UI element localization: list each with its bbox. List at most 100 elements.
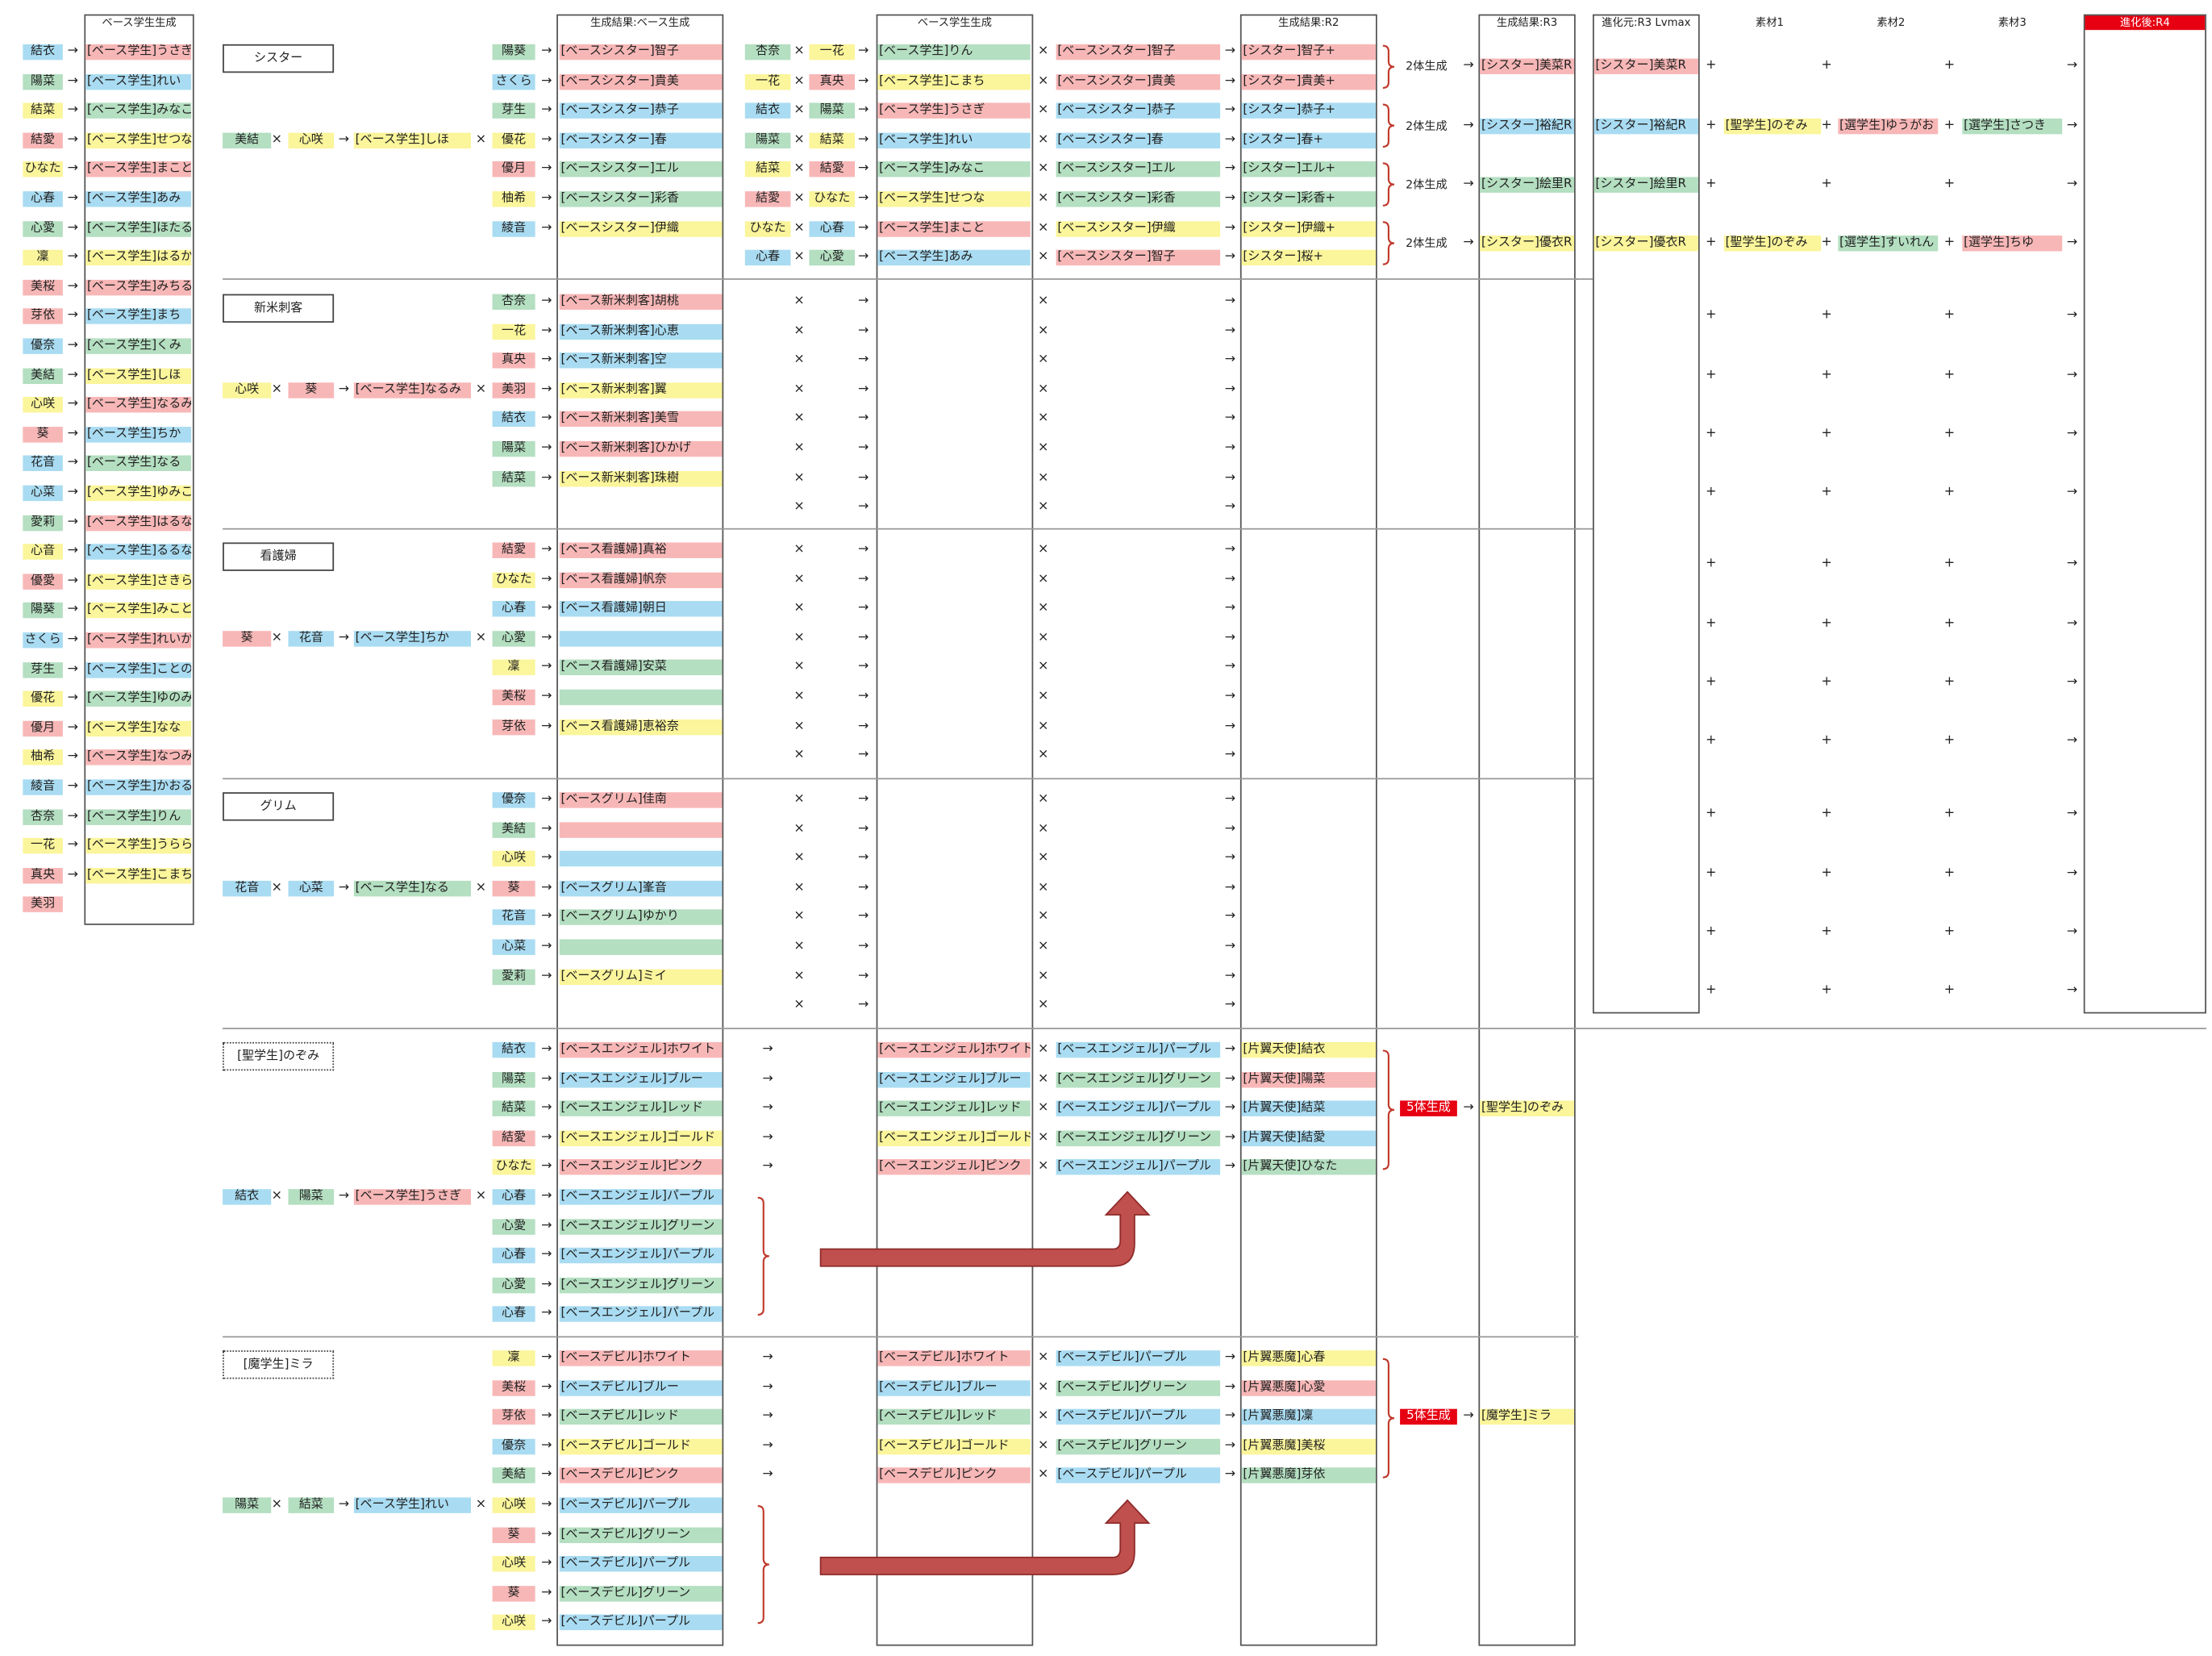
arrow-glyph: → — [541, 1277, 552, 1292]
plus-glyph: + — [1821, 118, 1832, 132]
mid-base-student: [ベース学生]みなこ — [877, 161, 1031, 178]
arrow-glyph: → — [67, 456, 78, 470]
arrow-glyph: → — [2066, 866, 2078, 881]
left-src-name: 優愛 — [23, 574, 63, 590]
partner-name: 心愛 — [492, 1218, 535, 1235]
times-glyph: × — [1037, 44, 1049, 59]
arrow-glyph: → — [541, 1585, 552, 1600]
mid-base-class: [ベースシスター]春 — [1056, 132, 1221, 148]
arrow-glyph: → — [1224, 382, 1236, 397]
r3-result: [シスター]優衣R — [1480, 235, 1574, 252]
mid-partner-class: [ベースデビル]パープル — [1056, 1467, 1221, 1484]
header-mat3: 素材3 — [1997, 15, 2027, 29]
times-glyph: × — [1037, 1409, 1049, 1424]
arrow-glyph: → — [1463, 59, 1474, 73]
left-src-name: 真央 — [23, 867, 63, 884]
arrow-glyph: → — [541, 323, 552, 338]
left-src-name: 陽菜 — [23, 73, 63, 90]
arrow-glyph: → — [1224, 132, 1236, 147]
evo-source: [シスター]美菜R — [1593, 59, 1698, 75]
arrow-glyph: → — [857, 851, 869, 866]
partner-name: 美結 — [492, 821, 535, 838]
times-glyph: × — [1037, 1467, 1049, 1483]
arrow-glyph: → — [857, 792, 869, 807]
arrow-glyph: → — [857, 939, 869, 954]
times-glyph: × — [794, 352, 805, 368]
arrow-glyph: → — [541, 851, 552, 866]
left-base-student: [ベース学生]せつな — [85, 132, 192, 148]
arrow-glyph: → — [541, 542, 552, 557]
left-base-student: [ベース学生]れい — [85, 73, 192, 90]
arrow-glyph: → — [541, 1438, 552, 1454]
arrow-glyph: → — [541, 44, 552, 59]
row-divider — [1575, 778, 1593, 780]
arrow-glyph: → — [857, 44, 869, 59]
arrow-glyph: → — [67, 632, 78, 647]
mid-partner-class: [ベースデビル]パープル — [1056, 1409, 1221, 1425]
arrow-glyph: → — [857, 411, 869, 427]
col-evo-src — [1592, 14, 1700, 1014]
mid-parent-a: 結愛 — [744, 191, 791, 207]
arrow-glyph: → — [541, 191, 552, 206]
arrow-glyph: → — [1224, 1467, 1236, 1483]
arrow-glyph: → — [857, 968, 869, 983]
arrow-glyph: → — [67, 426, 78, 441]
times-glyph: × — [794, 161, 805, 177]
arrow-glyph: → — [857, 630, 869, 645]
partner-name: 心愛 — [492, 1277, 535, 1293]
combo-base-student: [ベース学生]うさぎ — [353, 1189, 472, 1205]
arrow-glyph: → — [67, 191, 78, 206]
left-src-name: 優月 — [23, 720, 63, 736]
base-class-result: [ベースデビル]パープル — [559, 1556, 723, 1572]
times-glyph: × — [1037, 748, 1049, 763]
arrow-glyph: → — [1224, 880, 1236, 895]
combo-parent-b: 心菜 — [288, 880, 335, 897]
times-glyph: × — [794, 440, 805, 456]
mid-base-class: [ベースエンジェル]ホワイト — [877, 1041, 1031, 1058]
plus-glyph: + — [1821, 924, 1832, 939]
times-glyph: × — [794, 821, 805, 836]
col-base-gen — [84, 14, 194, 925]
arrow-glyph: → — [1463, 1100, 1474, 1116]
times-glyph: × — [1037, 132, 1049, 147]
arrow-glyph: → — [1224, 44, 1236, 59]
partner-name: 芽依 — [492, 1409, 535, 1425]
mid-partner-class: [ベースデビル]パープル — [1056, 1350, 1221, 1366]
arrow-glyph: → — [1224, 821, 1236, 836]
arrow-glyph: → — [541, 939, 552, 954]
times-glyph: × — [794, 102, 805, 118]
base-class-result — [559, 851, 723, 867]
mid-partner-class: [ベースエンジェル]パープル — [1056, 1041, 1221, 1058]
pair-bracket — [1382, 221, 1395, 265]
plus-glyph: + — [1706, 807, 1717, 822]
times-glyph: × — [1037, 571, 1049, 586]
header-evo-src: 進化元:R3 Lvmax — [1602, 15, 1691, 29]
arrow-glyph: → — [338, 132, 350, 147]
times-glyph: × — [794, 939, 805, 954]
mid-parent-b: 結愛 — [809, 161, 856, 178]
arrow-glyph: → — [2066, 426, 2078, 441]
partner-name: 杏奈 — [492, 294, 535, 311]
combo-base-student: [ベース学生]なるみ — [353, 382, 472, 398]
arrow-glyph: → — [541, 1218, 552, 1233]
base-class-result: [ベース新米刺客]心恵 — [559, 323, 723, 340]
carry-over-arrow — [819, 1499, 1151, 1575]
arrow-glyph: → — [541, 719, 552, 733]
times-glyph: × — [1037, 792, 1049, 807]
arrow-glyph: → — [67, 279, 78, 294]
partner-name: 陽葵 — [492, 44, 535, 60]
combo-parent-a: 花音 — [223, 880, 272, 897]
mid-parent-a: 一花 — [744, 73, 791, 90]
partner-name: 葵 — [492, 1585, 535, 1602]
arrow-glyph: → — [541, 1615, 552, 1629]
row-divider — [223, 278, 1579, 280]
mid-parent-a: 心春 — [744, 250, 791, 266]
plus-glyph: + — [1943, 176, 1956, 191]
arrow-glyph: → — [857, 132, 869, 147]
mid-base-class: [ベースエンジェル]ゴールド — [877, 1130, 1031, 1146]
two-gen-note: 2体生成 — [1406, 119, 1448, 132]
times-glyph: × — [1037, 998, 1049, 1013]
base-class-result: [ベースシスター]恭子 — [559, 102, 723, 119]
mid-base-class: [ベースエンジェル]ブルー — [877, 1071, 1031, 1087]
base-class-result: [ベースエンジェル]パープル — [559, 1306, 723, 1323]
